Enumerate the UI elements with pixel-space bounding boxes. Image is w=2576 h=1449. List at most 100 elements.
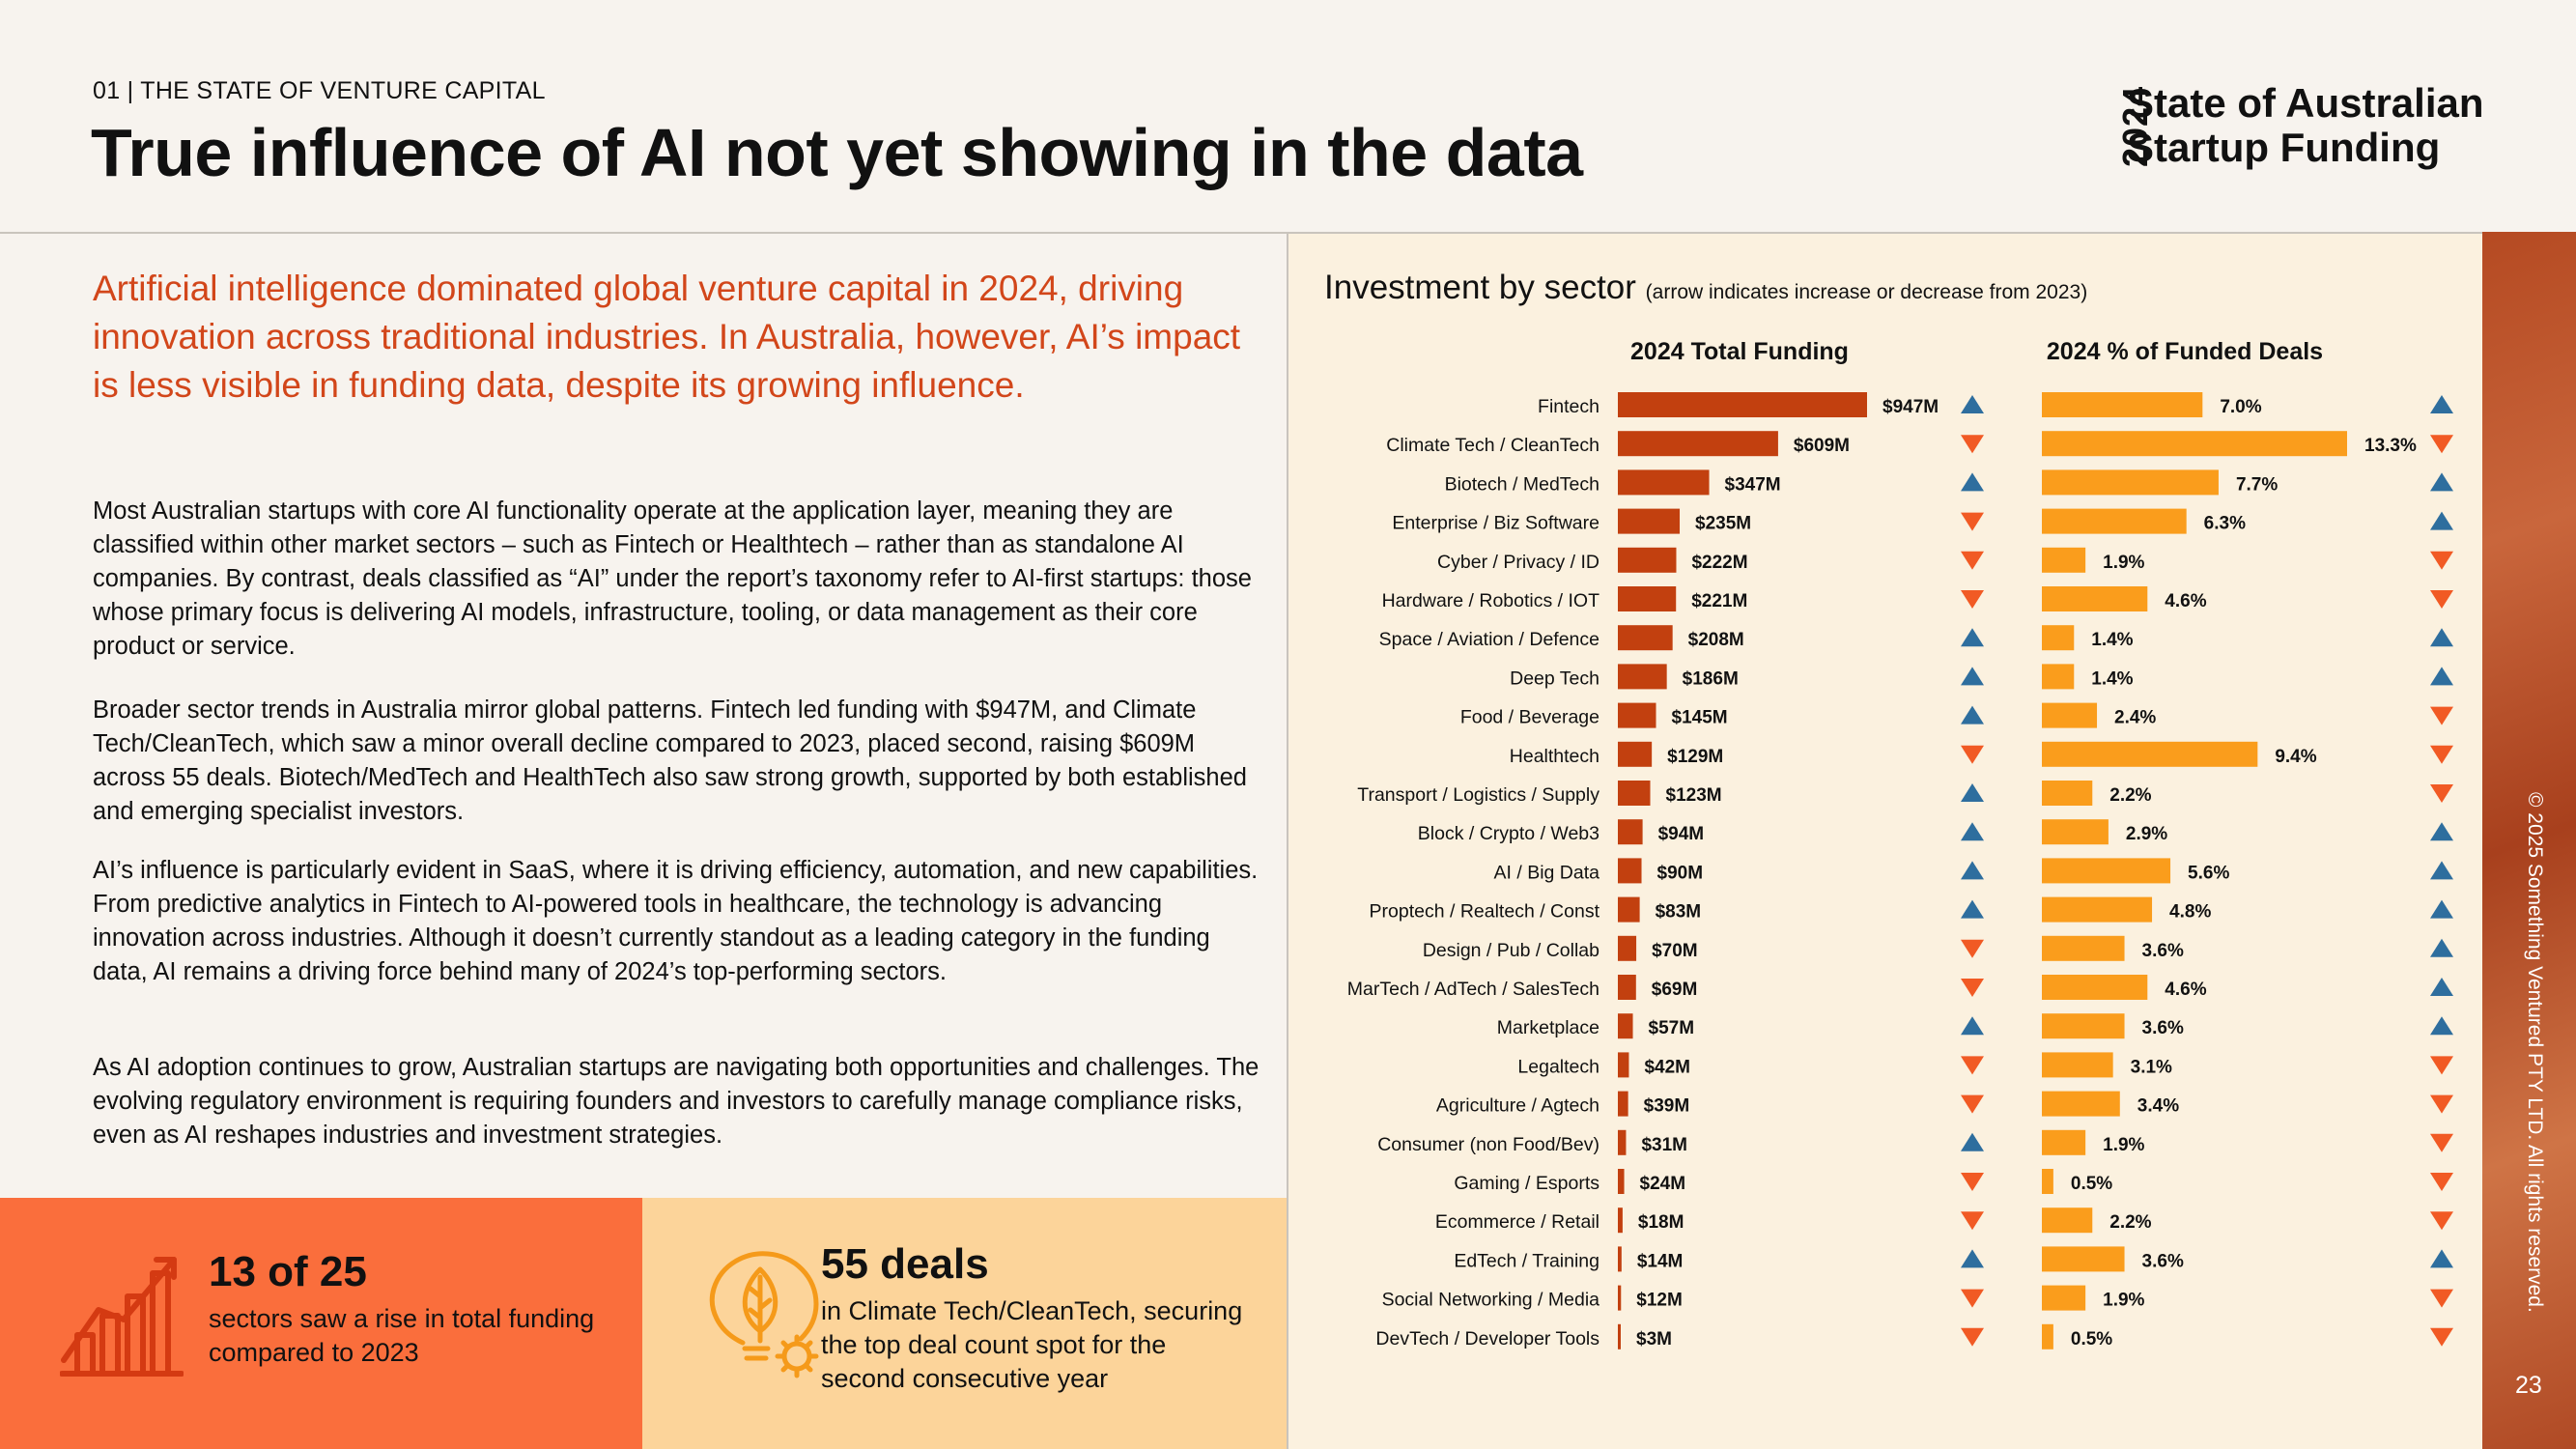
funding-bar	[1618, 975, 1636, 1000]
deals-bar	[2042, 702, 2098, 728]
category-label: Hardware / Robotics / IOT	[1382, 590, 1599, 611]
deals-bar	[2042, 1091, 2120, 1117]
stat-description: sectors saw a rise in total funding comp…	[209, 1304, 595, 1367]
category-label: Food / Beverage	[1460, 707, 1599, 728]
deals-change-arrow-icon	[2430, 745, 2453, 764]
category-label: Cyber / Privacy / ID	[1437, 552, 1599, 573]
stat-value: 13 of 25	[209, 1248, 367, 1295]
funding-bar	[1618, 1091, 1628, 1117]
category-label: Agriculture / Agtech	[1436, 1095, 1599, 1117]
funding-change-arrow-icon	[1961, 899, 1984, 919]
deals-value-label: 7.0%	[2220, 397, 2261, 417]
funding-value-label: $18M	[1638, 1212, 1684, 1233]
deals-bar	[2042, 508, 2187, 534]
deals-change-arrow-icon	[2430, 472, 2453, 492]
funding-bar	[1618, 935, 1637, 961]
funding-change-arrow-icon	[1961, 1056, 1984, 1075]
header: 01 | THE STATE OF VENTURE CAPITAL True i…	[0, 0, 2576, 232]
category-label: EdTech / Training	[1454, 1250, 1599, 1271]
funding-change-arrow-icon	[1961, 1132, 1984, 1151]
funding-value-label: $235M	[1695, 514, 1751, 534]
funding-change-arrow-icon	[1961, 1211, 1984, 1231]
funding-change-arrow-icon	[1961, 472, 1984, 492]
funding-value-label: $129M	[1667, 747, 1723, 767]
category-label: MarTech / AdTech / SalesTech	[1347, 979, 1599, 1000]
deals-value-label: 0.5%	[2071, 1174, 2112, 1194]
category-label: Biotech / MedTech	[1445, 473, 1599, 495]
deals-change-arrow-icon	[2430, 395, 2453, 413]
deals-value-label: 1.9%	[2103, 553, 2144, 573]
deals-bar	[2042, 1169, 2053, 1194]
deals-value-label: 7.7%	[2236, 474, 2278, 495]
category-label: Gaming / Esports	[1454, 1173, 1599, 1194]
chart-note: (arrow indicates increase or decrease fr…	[1645, 281, 2088, 303]
funding-value-label: $609M	[1794, 436, 1850, 456]
deals-value-label: 4.6%	[2165, 591, 2206, 611]
funding-change-arrow-icon	[1961, 979, 1984, 997]
deals-change-arrow-icon	[2430, 1289, 2453, 1308]
deals-value-label: 3.4%	[2137, 1096, 2179, 1117]
article-column: Artificial intelligence dominated global…	[0, 234, 1287, 1198]
funding-value-label: $70M	[1652, 941, 1698, 961]
funding-change-arrow-icon	[1961, 1327, 1984, 1347]
funding-change-arrow-icon	[1961, 1289, 1984, 1308]
funding-change-arrow-icon	[1961, 861, 1984, 880]
chart-title-main: Investment by sector	[1324, 269, 1636, 306]
deals-value-label: 4.8%	[2169, 902, 2211, 923]
funding-change-arrow-icon	[1961, 745, 1984, 764]
funding-value-label: $90M	[1657, 863, 1704, 883]
funding-value-label: $31M	[1641, 1135, 1687, 1155]
deals-change-arrow-icon	[2430, 435, 2453, 454]
page-title: True influence of AI not yet showing in …	[91, 115, 1583, 190]
deals-change-arrow-icon	[2430, 667, 2453, 686]
funding-bar	[1618, 819, 1643, 845]
funding-value-label: $221M	[1691, 591, 1747, 611]
deals-bar	[2042, 1285, 2086, 1311]
deals-bar	[2042, 392, 2203, 417]
deals-bar	[2042, 1013, 2125, 1039]
funding-bar	[1618, 664, 1667, 690]
deals-value-label: 3.6%	[2142, 1251, 2184, 1271]
deals-change-arrow-icon	[2430, 978, 2453, 996]
deals-bar	[2042, 975, 2148, 1000]
deals-change-arrow-icon	[2430, 1016, 2453, 1036]
deals-bar	[2042, 1052, 2113, 1078]
funding-bar	[1618, 1246, 1622, 1272]
stat-value: 55 deals	[821, 1240, 989, 1288]
section-label: 01 | THE STATE OF VENTURE CAPITAL	[93, 77, 546, 104]
deals-change-arrow-icon	[2430, 706, 2453, 725]
column-divider	[1287, 234, 1288, 1449]
category-label: AI / Big Data	[1494, 862, 1600, 883]
deals-bar	[2042, 858, 2171, 884]
deals-change-arrow-icon	[2430, 1173, 2453, 1191]
body-paragraph: Broader sector trends in Australia mirro…	[93, 696, 1247, 825]
funding-change-arrow-icon	[1961, 590, 1984, 609]
deals-value-label: 3.6%	[2142, 941, 2184, 961]
category-label: Fintech	[1538, 396, 1599, 417]
body-paragraph: As AI adoption continues to grow, Austra…	[93, 1054, 1260, 1149]
copyright-text: © 2025 Something Ventured PTY LTD. All r…	[2524, 792, 2546, 1313]
deals-value-label: 2.2%	[2109, 1212, 2151, 1233]
funding-bar	[1618, 547, 1677, 573]
stat-description: in Climate Tech/CleanTech, securing the …	[821, 1296, 1243, 1393]
category-label: Deep Tech	[1510, 668, 1599, 689]
funding-value-label: $94M	[1658, 824, 1705, 844]
funding-change-arrow-icon	[1961, 435, 1984, 454]
chart-panel: Investment by sector (arrow indicates in…	[1288, 234, 2482, 1449]
deals-bar	[2042, 664, 2075, 690]
category-label: Enterprise / Biz Software	[1392, 513, 1599, 534]
deals-change-arrow-icon	[2430, 822, 2453, 841]
funding-bar	[1618, 702, 1656, 728]
header-divider	[0, 232, 2482, 234]
funding-value-label: $57M	[1649, 1018, 1695, 1038]
funding-value-label: $123M	[1666, 785, 1722, 806]
funding-bar	[1618, 1052, 1629, 1078]
deals-change-arrow-icon	[2430, 511, 2453, 530]
deals-bar	[2042, 1129, 2086, 1155]
funding-bar	[1618, 625, 1673, 651]
lead-paragraph: Artificial intelligence dominated global…	[93, 269, 1241, 405]
category-label: Ecommerce / Retail	[1435, 1211, 1599, 1233]
funding-bar	[1618, 896, 1640, 923]
funding-bar	[1618, 1323, 1621, 1350]
deals-bar	[2042, 781, 2093, 806]
